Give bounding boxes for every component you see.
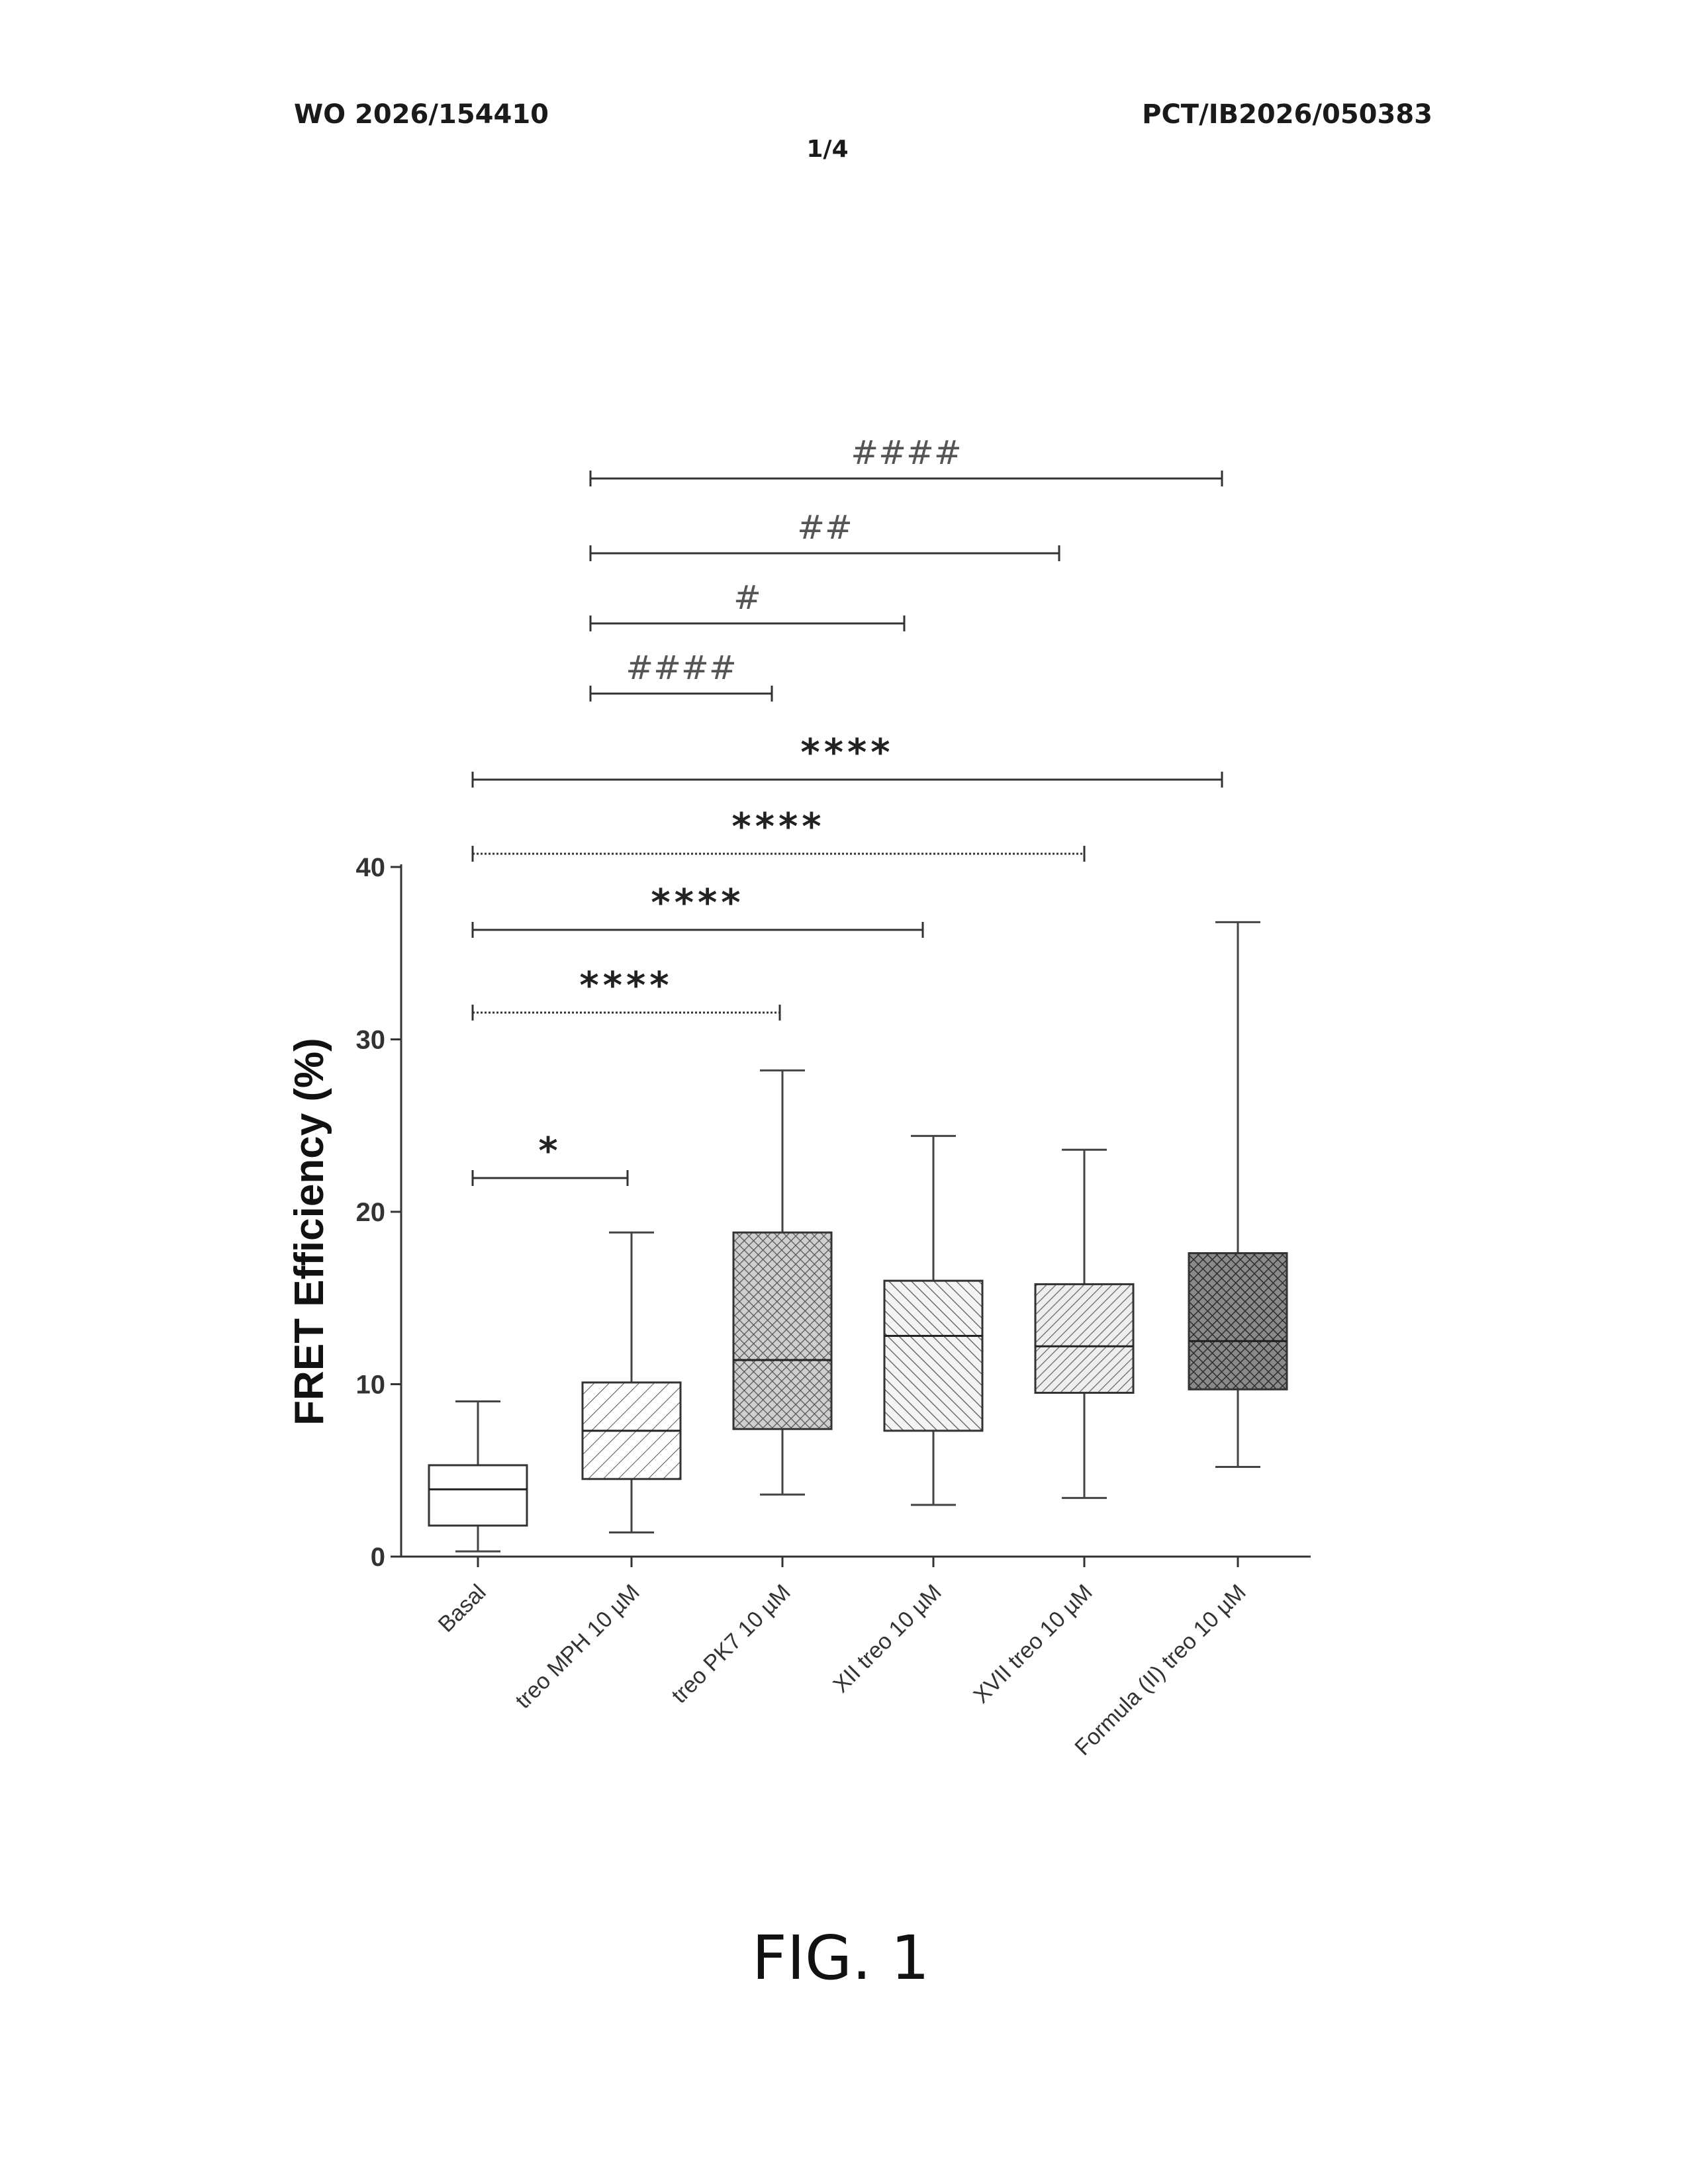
y-tick-label: 0 bbox=[371, 1543, 385, 1572]
sig-label: * bbox=[538, 1130, 561, 1173]
sig-bracket-7: ## bbox=[590, 508, 1059, 561]
box-iqr bbox=[884, 1281, 982, 1431]
sig-label: **** bbox=[579, 964, 673, 1007]
box-5 bbox=[1189, 922, 1287, 1467]
y-axis-title: FRET Efficiency (%) bbox=[287, 1038, 332, 1426]
box-iqr bbox=[1189, 1253, 1287, 1390]
sig-bracket-2: **** bbox=[473, 882, 923, 938]
box-2 bbox=[733, 1070, 831, 1494]
sig-bracket-3: **** bbox=[473, 805, 1084, 862]
y-tick-label: 30 bbox=[356, 1026, 386, 1055]
x-tick-label: treo PK7 10 µM bbox=[667, 1580, 795, 1708]
x-tick-label: treo MPH 10 µM bbox=[510, 1580, 644, 1713]
sig-label: **** bbox=[651, 882, 744, 925]
significance-brackets: *****************########### bbox=[473, 433, 1222, 1186]
sig-bracket-0: * bbox=[473, 1130, 628, 1186]
sig-label: #### bbox=[851, 433, 962, 472]
sig-label: #### bbox=[626, 649, 737, 687]
box-1 bbox=[583, 1232, 680, 1532]
box-4 bbox=[1035, 1150, 1133, 1498]
sig-label: **** bbox=[800, 731, 894, 774]
y-tick-label: 40 bbox=[356, 853, 386, 882]
sig-label: ## bbox=[797, 508, 853, 547]
sig-label: **** bbox=[731, 805, 825, 848]
sig-bracket-5: #### bbox=[590, 649, 772, 702]
box-0 bbox=[429, 1402, 527, 1552]
sig-label: # bbox=[733, 578, 761, 617]
sig-bracket-4: **** bbox=[473, 731, 1222, 788]
box-iqr bbox=[429, 1465, 527, 1525]
y-tick-label: 20 bbox=[356, 1198, 386, 1227]
boxes bbox=[429, 922, 1287, 1551]
x-tick-label: Formula (II) treo 10 µM bbox=[1070, 1580, 1250, 1760]
x-tick-label: XII treo 10 µM bbox=[828, 1580, 946, 1698]
box-3 bbox=[884, 1136, 982, 1504]
figure-caption: FIG. 1 bbox=[0, 1923, 1681, 1993]
sig-bracket-6: # bbox=[590, 578, 904, 631]
sig-bracket-1: **** bbox=[473, 964, 780, 1021]
x-tick-label: Basal bbox=[434, 1580, 491, 1637]
sig-bracket-8: #### bbox=[590, 433, 1222, 486]
x-tick-label: XVII treo 10 µM bbox=[968, 1580, 1097, 1708]
axes bbox=[391, 864, 1311, 1567]
box-iqr bbox=[733, 1232, 831, 1429]
y-tick-label: 10 bbox=[356, 1371, 386, 1400]
box-iqr bbox=[1035, 1284, 1133, 1392]
